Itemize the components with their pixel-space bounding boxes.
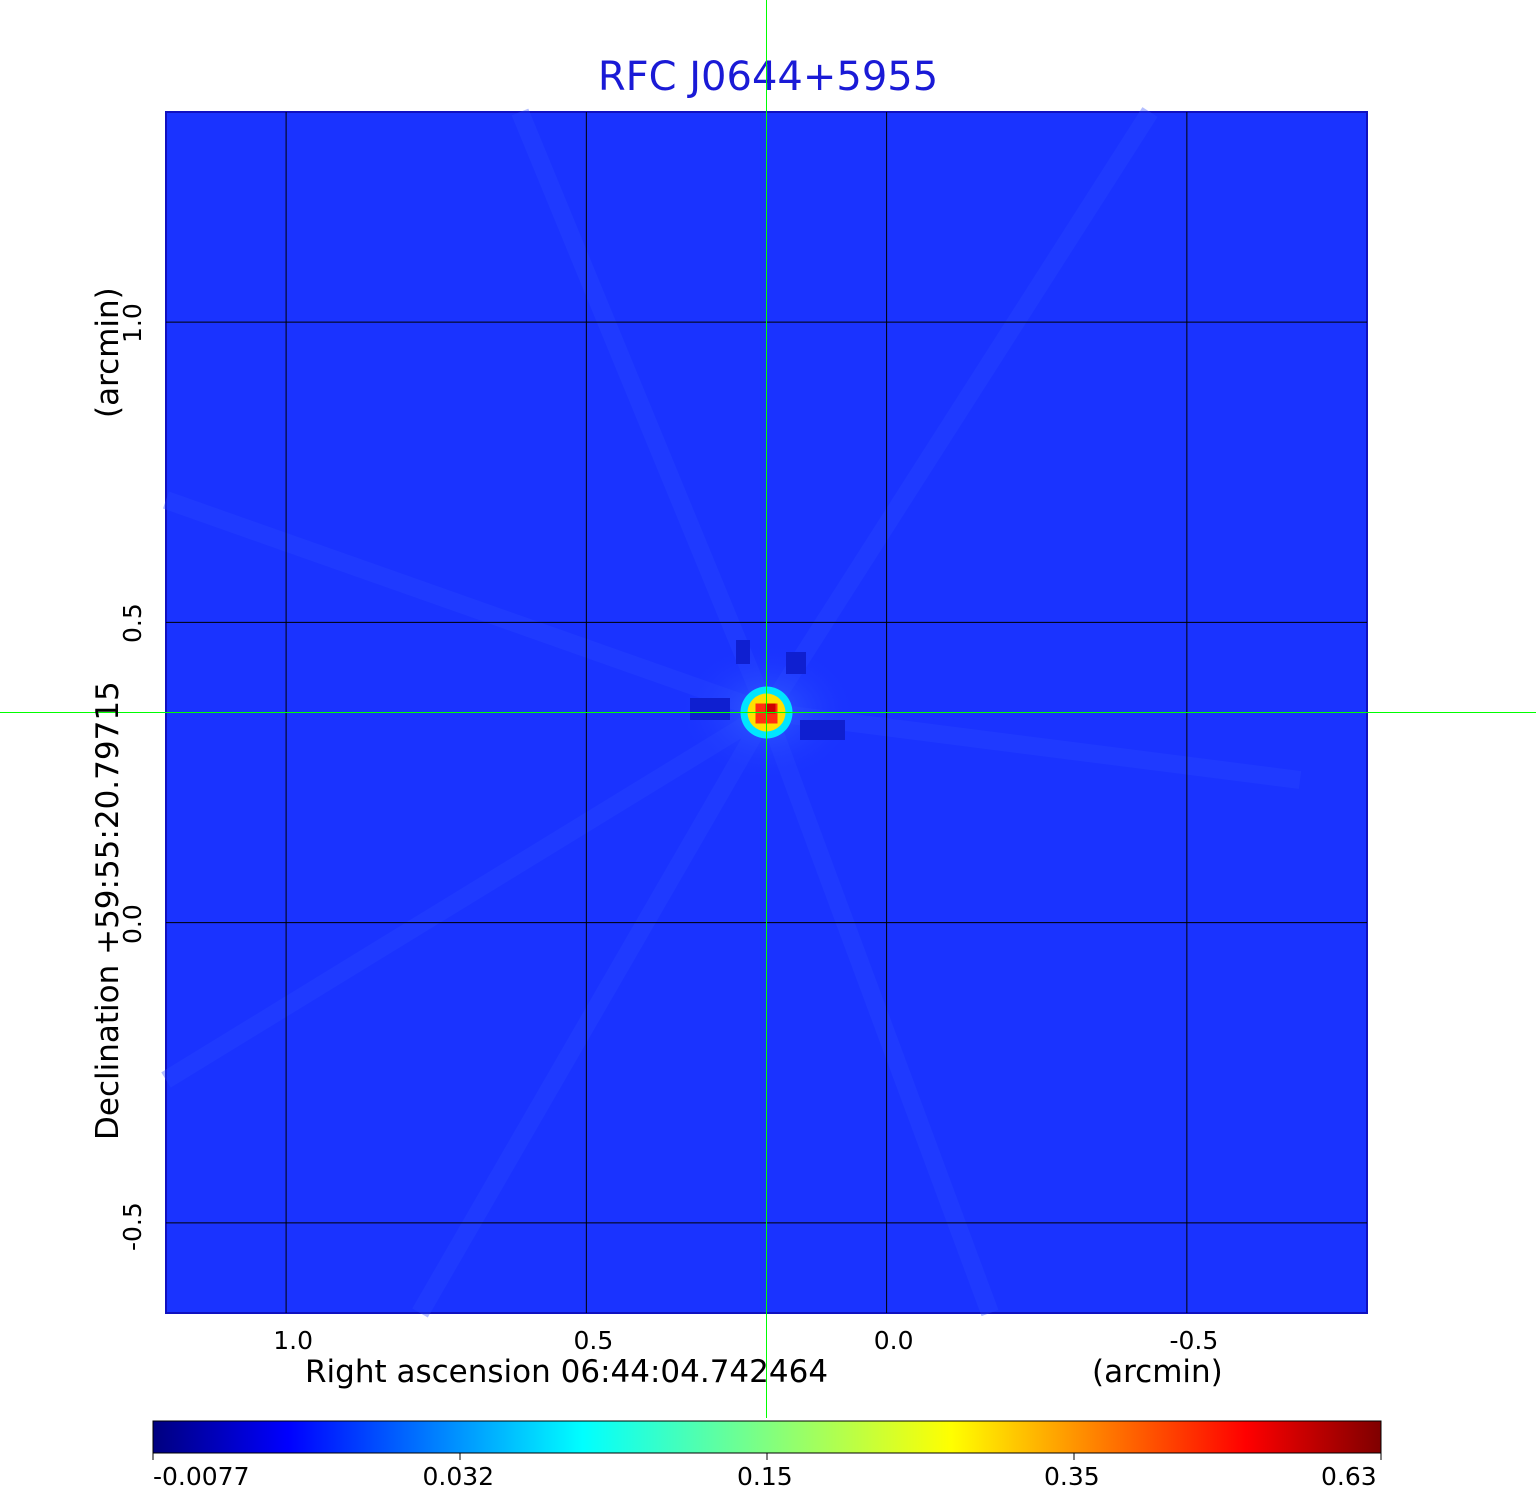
- colorbar-tick-label: 0.15: [737, 1462, 793, 1491]
- colorbar-tick-label: -0.0077: [153, 1462, 250, 1491]
- x-axis-label: Right ascension 06:44:04.742464: [305, 1354, 829, 1390]
- y-axis-label: Declination +59:55:20.79715: [90, 681, 126, 1140]
- x-axis-unit: (arcmin): [1092, 1354, 1223, 1390]
- colorbar-ticks: [152, 1453, 1382, 1460]
- source-dark-lobes: [690, 640, 845, 740]
- y-tick-label: -0.5: [118, 1202, 147, 1251]
- chart-title: RFC J0644+5955: [597, 54, 939, 100]
- colorbar-tick-label: 0.63: [1321, 1462, 1377, 1491]
- crosshair: [0, 0, 1536, 1418]
- peak-max-pixel: [765, 703, 776, 714]
- colorbar: [152, 1420, 1382, 1454]
- sidelobe-streaks: [161, 107, 1302, 1318]
- y-tick-label: 0.5: [118, 603, 147, 644]
- colorbar-tick-label: 0.35: [1044, 1462, 1100, 1491]
- colorbar-tick-label: 0.032: [422, 1462, 495, 1491]
- x-tick-label: -0.5: [1169, 1326, 1219, 1355]
- x-tick-label: 0.0: [873, 1326, 914, 1355]
- y-axis-unit: (arcmin): [90, 287, 126, 418]
- x-tick-label: 1.0: [273, 1326, 313, 1355]
- x-tick-label: 0.5: [573, 1326, 614, 1355]
